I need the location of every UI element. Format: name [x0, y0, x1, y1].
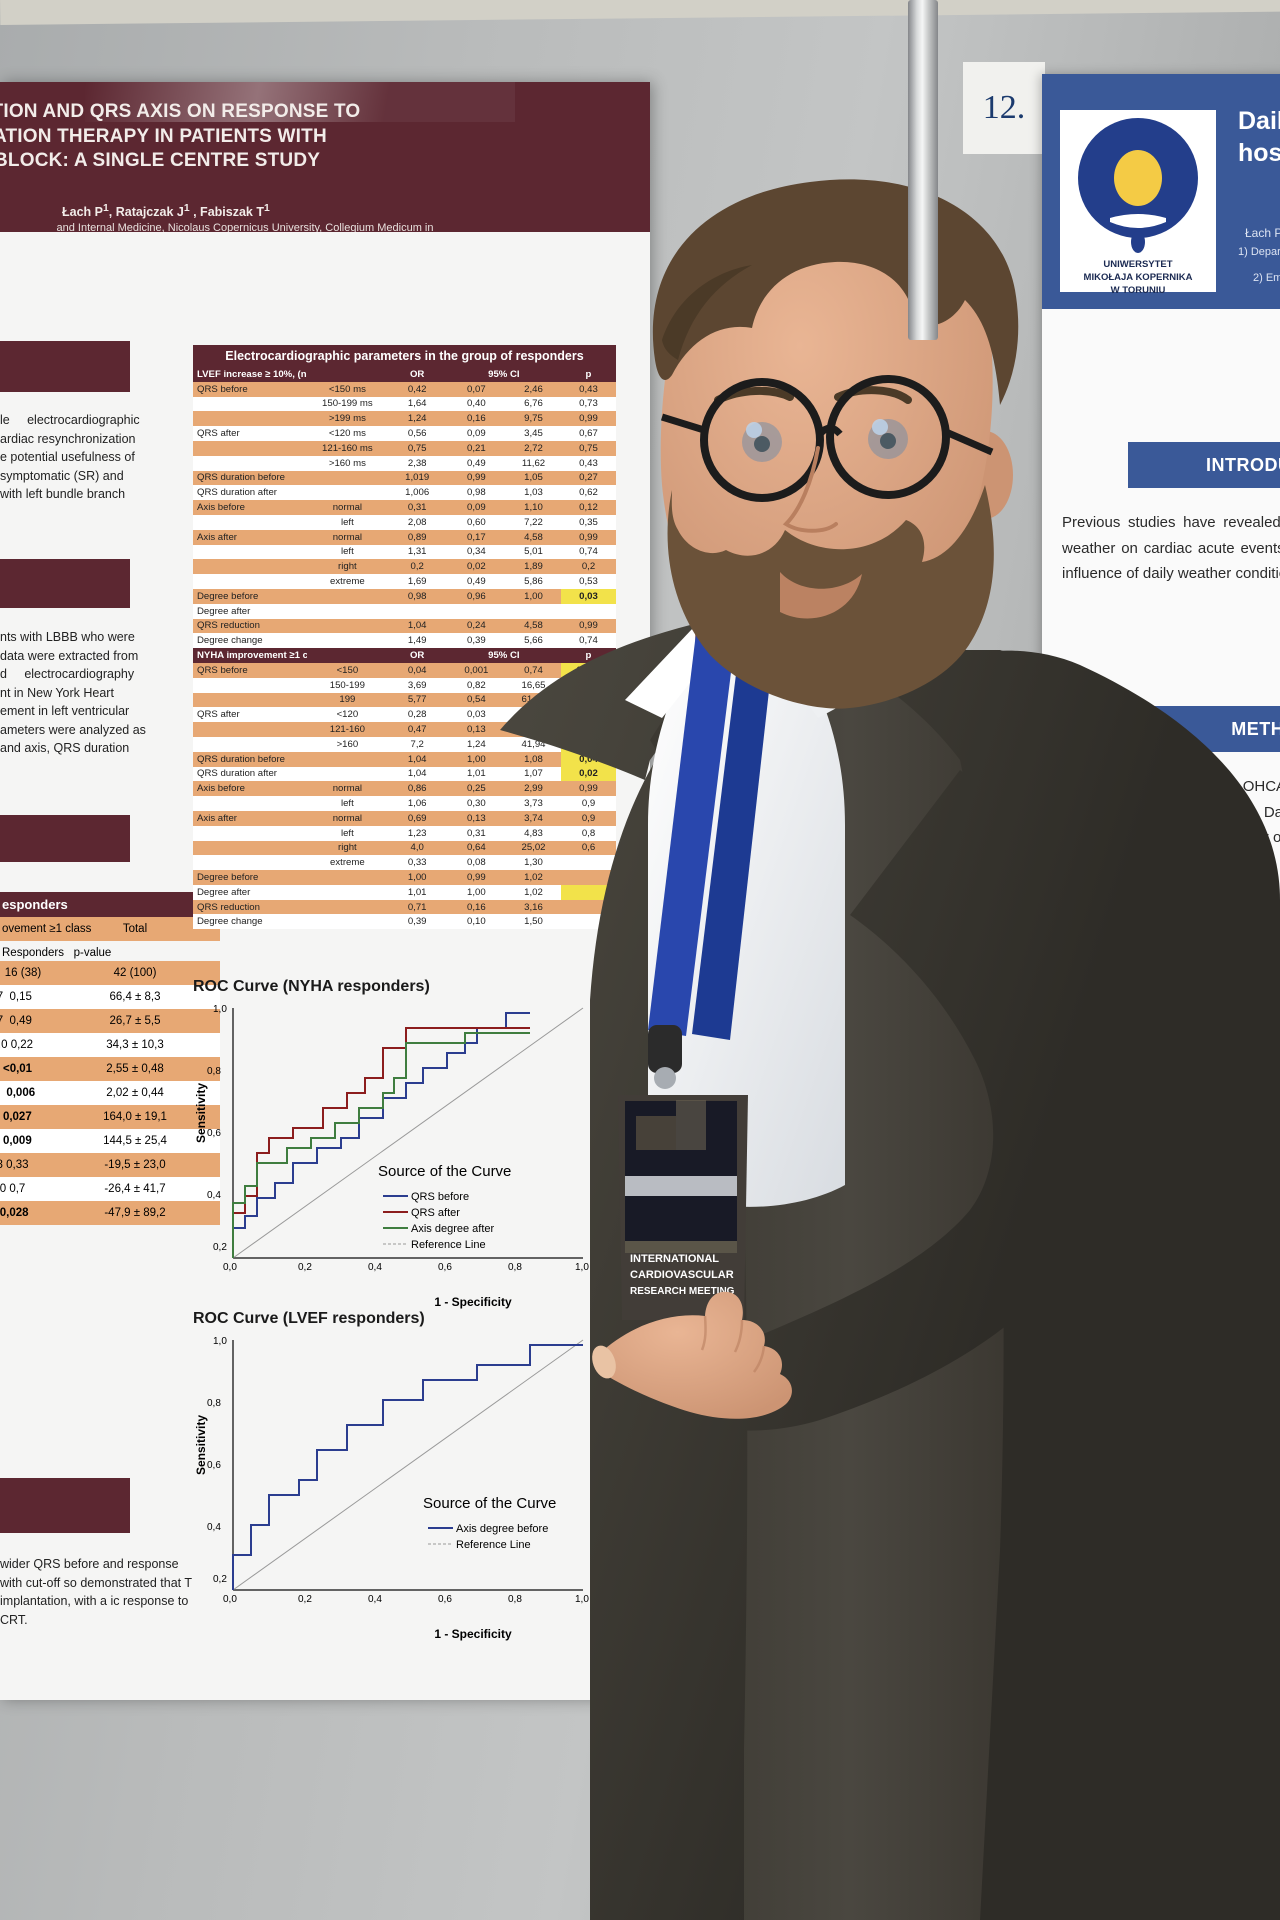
svg-text:CARDIOVASCULAR: CARDIOVASCULAR	[630, 1269, 734, 1281]
svg-text:INTERNATIONAL: INTERNATIONAL	[630, 1253, 719, 1265]
